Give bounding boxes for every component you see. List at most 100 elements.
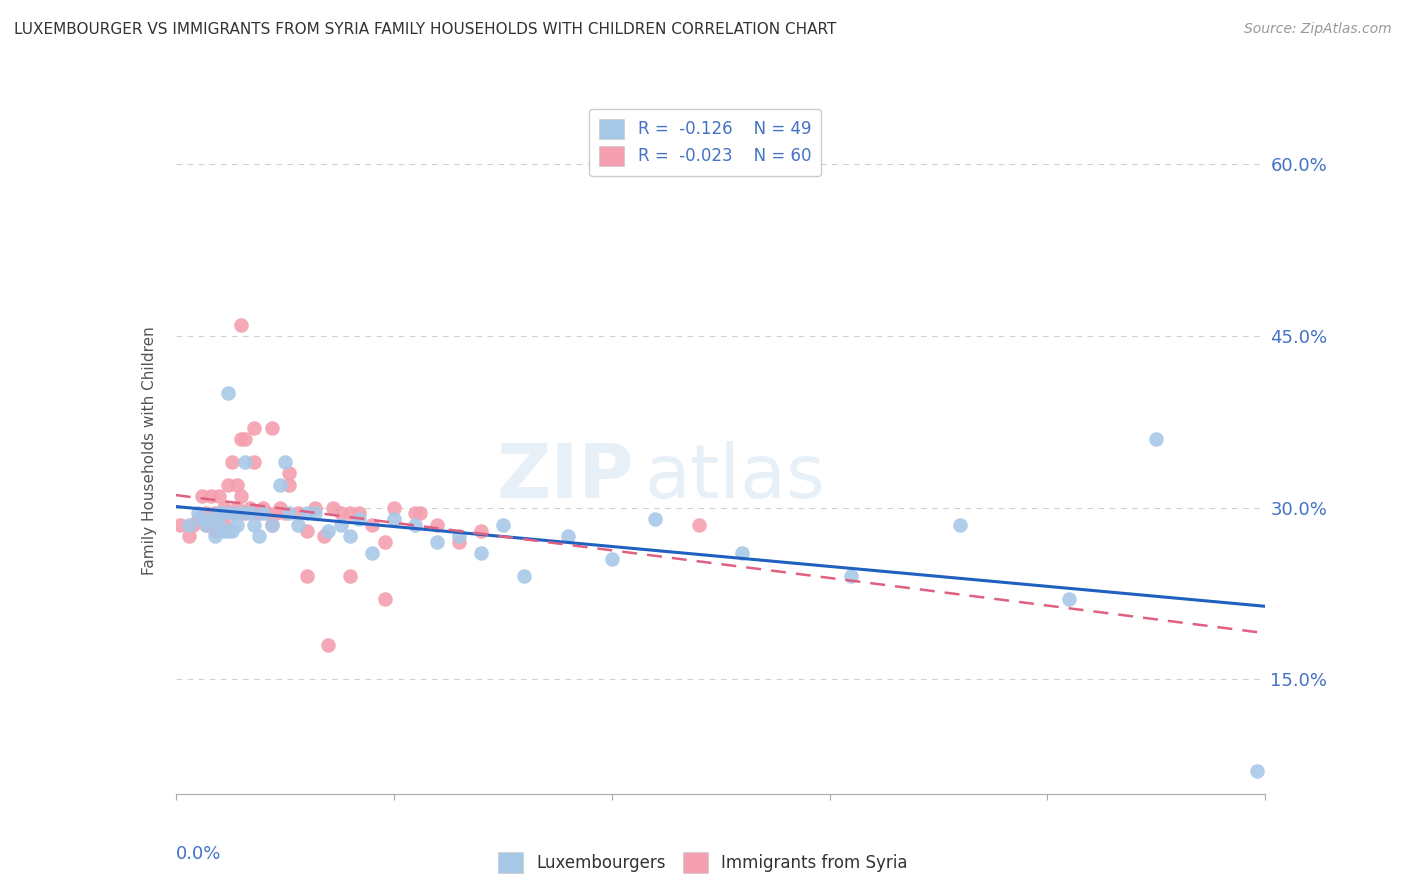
Point	[239, 500, 262, 515]
Point	[260, 517, 283, 532]
Point	[304, 507, 326, 521]
Point	[231, 507, 253, 521]
Y-axis label: Family Households with Children: Family Households with Children	[142, 326, 157, 574]
Point	[264, 507, 287, 521]
Point	[195, 517, 218, 532]
Point	[212, 500, 235, 515]
Point	[221, 507, 243, 521]
Point	[200, 489, 222, 503]
Point	[295, 507, 318, 521]
Point	[235, 455, 257, 469]
Point	[318, 524, 340, 538]
Point	[1144, 432, 1167, 446]
Point	[221, 455, 243, 469]
Point	[212, 517, 235, 532]
Point	[426, 535, 449, 549]
Point	[688, 517, 710, 532]
Point	[169, 517, 191, 532]
Point	[208, 507, 231, 521]
Point	[347, 512, 370, 526]
Point	[287, 507, 309, 521]
Point	[208, 489, 231, 503]
Point	[221, 524, 243, 538]
Point	[235, 432, 257, 446]
Point	[644, 512, 666, 526]
Point	[195, 507, 218, 521]
Text: ZIP: ZIP	[496, 442, 633, 515]
Point	[225, 478, 247, 492]
Point	[470, 546, 492, 561]
Point	[374, 592, 396, 607]
Point	[195, 517, 218, 532]
Point	[287, 517, 309, 532]
Point	[312, 529, 335, 543]
Point	[339, 569, 361, 583]
Point	[447, 529, 470, 543]
Text: Source: ZipAtlas.com: Source: ZipAtlas.com	[1244, 22, 1392, 37]
Point	[243, 517, 266, 532]
Point	[225, 500, 247, 515]
Point	[208, 517, 231, 532]
Point	[204, 507, 226, 521]
Point	[274, 507, 297, 521]
Point	[949, 517, 972, 532]
Point	[177, 529, 200, 543]
Point	[243, 455, 266, 469]
Legend: R =  -0.126    N = 49, R =  -0.023    N = 60: R = -0.126 N = 49, R = -0.023 N = 60	[589, 109, 821, 176]
Point	[360, 517, 382, 532]
Point	[339, 529, 361, 543]
Point	[243, 420, 266, 434]
Point	[382, 512, 405, 526]
Point	[225, 517, 247, 532]
Point	[247, 507, 270, 521]
Point	[200, 512, 222, 526]
Point	[295, 569, 318, 583]
Text: 0.0%: 0.0%	[176, 846, 221, 863]
Point	[470, 524, 492, 538]
Point	[191, 489, 214, 503]
Point	[295, 524, 318, 538]
Point	[274, 455, 297, 469]
Point	[252, 507, 274, 521]
Point	[204, 524, 226, 538]
Point	[360, 546, 382, 561]
Point	[252, 500, 274, 515]
Point	[260, 420, 283, 434]
Point	[492, 517, 515, 532]
Legend: Luxembourgers, Immigrants from Syria: Luxembourgers, Immigrants from Syria	[492, 846, 914, 880]
Point	[200, 517, 222, 532]
Point	[239, 507, 262, 521]
Point	[1246, 764, 1268, 778]
Point	[409, 507, 432, 521]
Point	[221, 507, 243, 521]
Point	[231, 489, 253, 503]
Point	[1057, 592, 1080, 607]
Point	[204, 529, 226, 543]
Point	[347, 507, 370, 521]
Point	[247, 529, 270, 543]
Point	[181, 517, 204, 532]
Point	[426, 517, 449, 532]
Point	[217, 524, 239, 538]
Point	[557, 529, 579, 543]
Point	[278, 507, 301, 521]
Text: atlas: atlas	[644, 442, 825, 515]
Point	[191, 512, 214, 526]
Point	[208, 507, 231, 521]
Point	[278, 478, 301, 492]
Point	[405, 517, 427, 532]
Point	[374, 535, 396, 549]
Point	[513, 569, 536, 583]
Point	[186, 507, 209, 521]
Point	[231, 318, 253, 332]
Point	[217, 478, 239, 492]
Point	[212, 507, 235, 521]
Point	[186, 512, 209, 526]
Point	[405, 507, 427, 521]
Point	[269, 478, 291, 492]
Point	[231, 432, 253, 446]
Text: LUXEMBOURGER VS IMMIGRANTS FROM SYRIA FAMILY HOUSEHOLDS WITH CHILDREN CORRELATIO: LUXEMBOURGER VS IMMIGRANTS FROM SYRIA FA…	[14, 22, 837, 37]
Point	[256, 507, 278, 521]
Point	[212, 524, 235, 538]
Point	[447, 535, 470, 549]
